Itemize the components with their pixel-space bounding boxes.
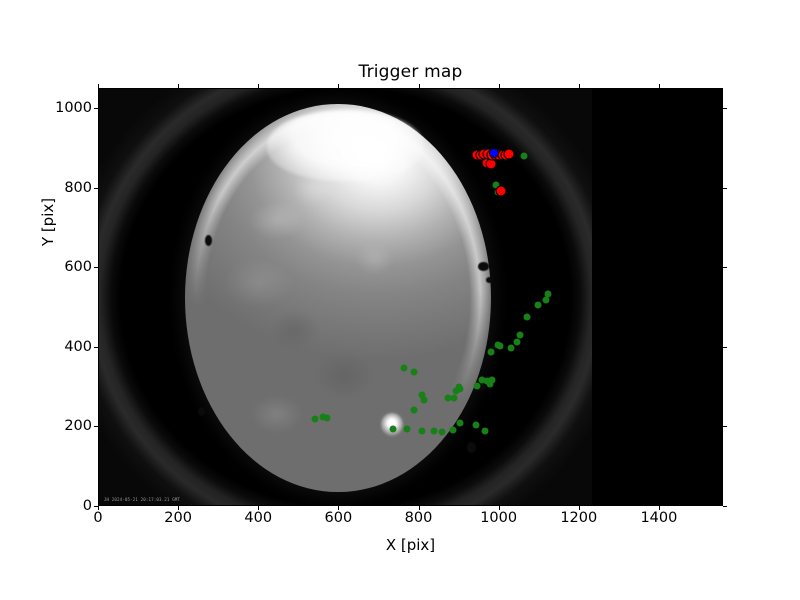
scatter-point [520, 152, 528, 160]
y-tick-mark [94, 346, 98, 348]
x-tick-mark-top [418, 84, 420, 88]
scatter-point [311, 415, 319, 423]
scatter-point [503, 148, 515, 160]
scatter-point [478, 376, 486, 384]
x-tick-mark [178, 506, 180, 510]
scatter-point [430, 427, 438, 435]
x-tick-mark [418, 506, 420, 510]
scatter-point [481, 427, 489, 435]
scatter-point [389, 425, 397, 433]
scatter-point [403, 425, 411, 433]
scatter-point [450, 394, 458, 402]
scatter-point [492, 181, 500, 189]
y-tick-mark-right [723, 506, 727, 507]
y-tick-mark-right [723, 107, 727, 109]
scatter-point [400, 364, 408, 372]
scatter-point [473, 382, 481, 390]
scatter-point [486, 380, 494, 388]
x-tick-mark-top [658, 84, 660, 88]
x-tick-mark-top [98, 84, 99, 88]
y-tick-label: 0 [82, 498, 92, 514]
scatter-point [516, 331, 524, 339]
x-tick-label: 1000 [480, 510, 518, 526]
y-tick-mark-right [723, 426, 727, 428]
scatter-point [495, 185, 507, 197]
x-tick-mark [338, 506, 340, 510]
y-tick-mark-right [723, 267, 727, 269]
y-tick-mark-right [723, 346, 727, 348]
scatter-point [410, 406, 418, 414]
rim-notch [478, 262, 490, 271]
y-tick-label: 600 [64, 259, 92, 276]
bright-light-source [380, 412, 403, 436]
scatter-point [534, 301, 542, 309]
y-tick-mark [94, 267, 98, 269]
x-tick-label: 600 [324, 510, 353, 526]
scatter-point [449, 426, 457, 434]
scatter-point [323, 414, 331, 422]
scatter-point [452, 387, 460, 395]
x-tick-mark [98, 506, 99, 510]
rim-notch [204, 235, 212, 247]
y-tick-mark [94, 107, 98, 109]
x-tick-label: 200 [164, 510, 192, 526]
x-tick-mark-top [178, 84, 180, 88]
x-tick-label: 1200 [560, 510, 598, 526]
y-tick-label: 800 [64, 179, 92, 196]
scatter-point [420, 396, 428, 404]
x-tick-mark [658, 506, 660, 510]
scatter-point [496, 342, 504, 350]
x-tick-label: 800 [404, 510, 433, 526]
rim-notch [197, 406, 206, 416]
x-tick-label: 1400 [640, 510, 678, 526]
y-tick-label: 200 [64, 418, 92, 435]
y-tick-mark-right [723, 187, 727, 189]
image-timestamp: JH 2024-05-21 20:17:03.21 GMT [103, 496, 180, 502]
scatter-point [544, 290, 552, 298]
x-tick-mark [498, 506, 500, 510]
scatter-point [418, 427, 426, 435]
plot-axes[interactable]: JH 2024-05-21 20:17:03.21 GMT [98, 88, 723, 506]
scatter-point [418, 391, 426, 399]
rim-notch [486, 277, 493, 283]
x-tick-mark-top [578, 84, 580, 88]
y-tick-mark [94, 187, 98, 189]
scatter-point [542, 296, 550, 304]
scatter-point [438, 428, 446, 436]
all-sky-image: JH 2024-05-21 20:17:03.21 GMT [99, 89, 592, 505]
scatter-point [472, 421, 480, 429]
y-axis-label: Y [pix] [39, 197, 57, 247]
rim-notch [466, 442, 477, 454]
scatter-point [456, 385, 464, 393]
y-tick-mark [94, 426, 98, 428]
y-tick-mark [94, 506, 98, 507]
y-tick-label: 400 [64, 338, 92, 355]
scatter-point [410, 368, 418, 376]
scatter-point [523, 313, 531, 321]
scatter-point [444, 394, 452, 402]
page-title: Trigger map [358, 62, 463, 82]
x-tick-mark-top [498, 84, 500, 88]
bright-cloud-patch [266, 109, 425, 181]
y-tick-label: 1000 [55, 99, 92, 116]
scatter-point [483, 377, 491, 385]
scatter-point [488, 376, 496, 384]
x-tick-label: 0 [93, 510, 103, 526]
x-tick-mark-top [338, 84, 340, 88]
x-tick-mark [578, 506, 580, 510]
x-axis-label: X [pix] [385, 536, 436, 554]
x-tick-mark-top [258, 84, 260, 88]
x-tick-label: 400 [244, 510, 273, 526]
x-tick-mark [258, 506, 260, 510]
rim-notch [477, 381, 487, 391]
scatter-point [487, 348, 495, 356]
scatter-point [513, 338, 521, 346]
scatter-point [488, 147, 499, 158]
scatter-point [507, 344, 515, 352]
scatter-point [456, 419, 464, 427]
